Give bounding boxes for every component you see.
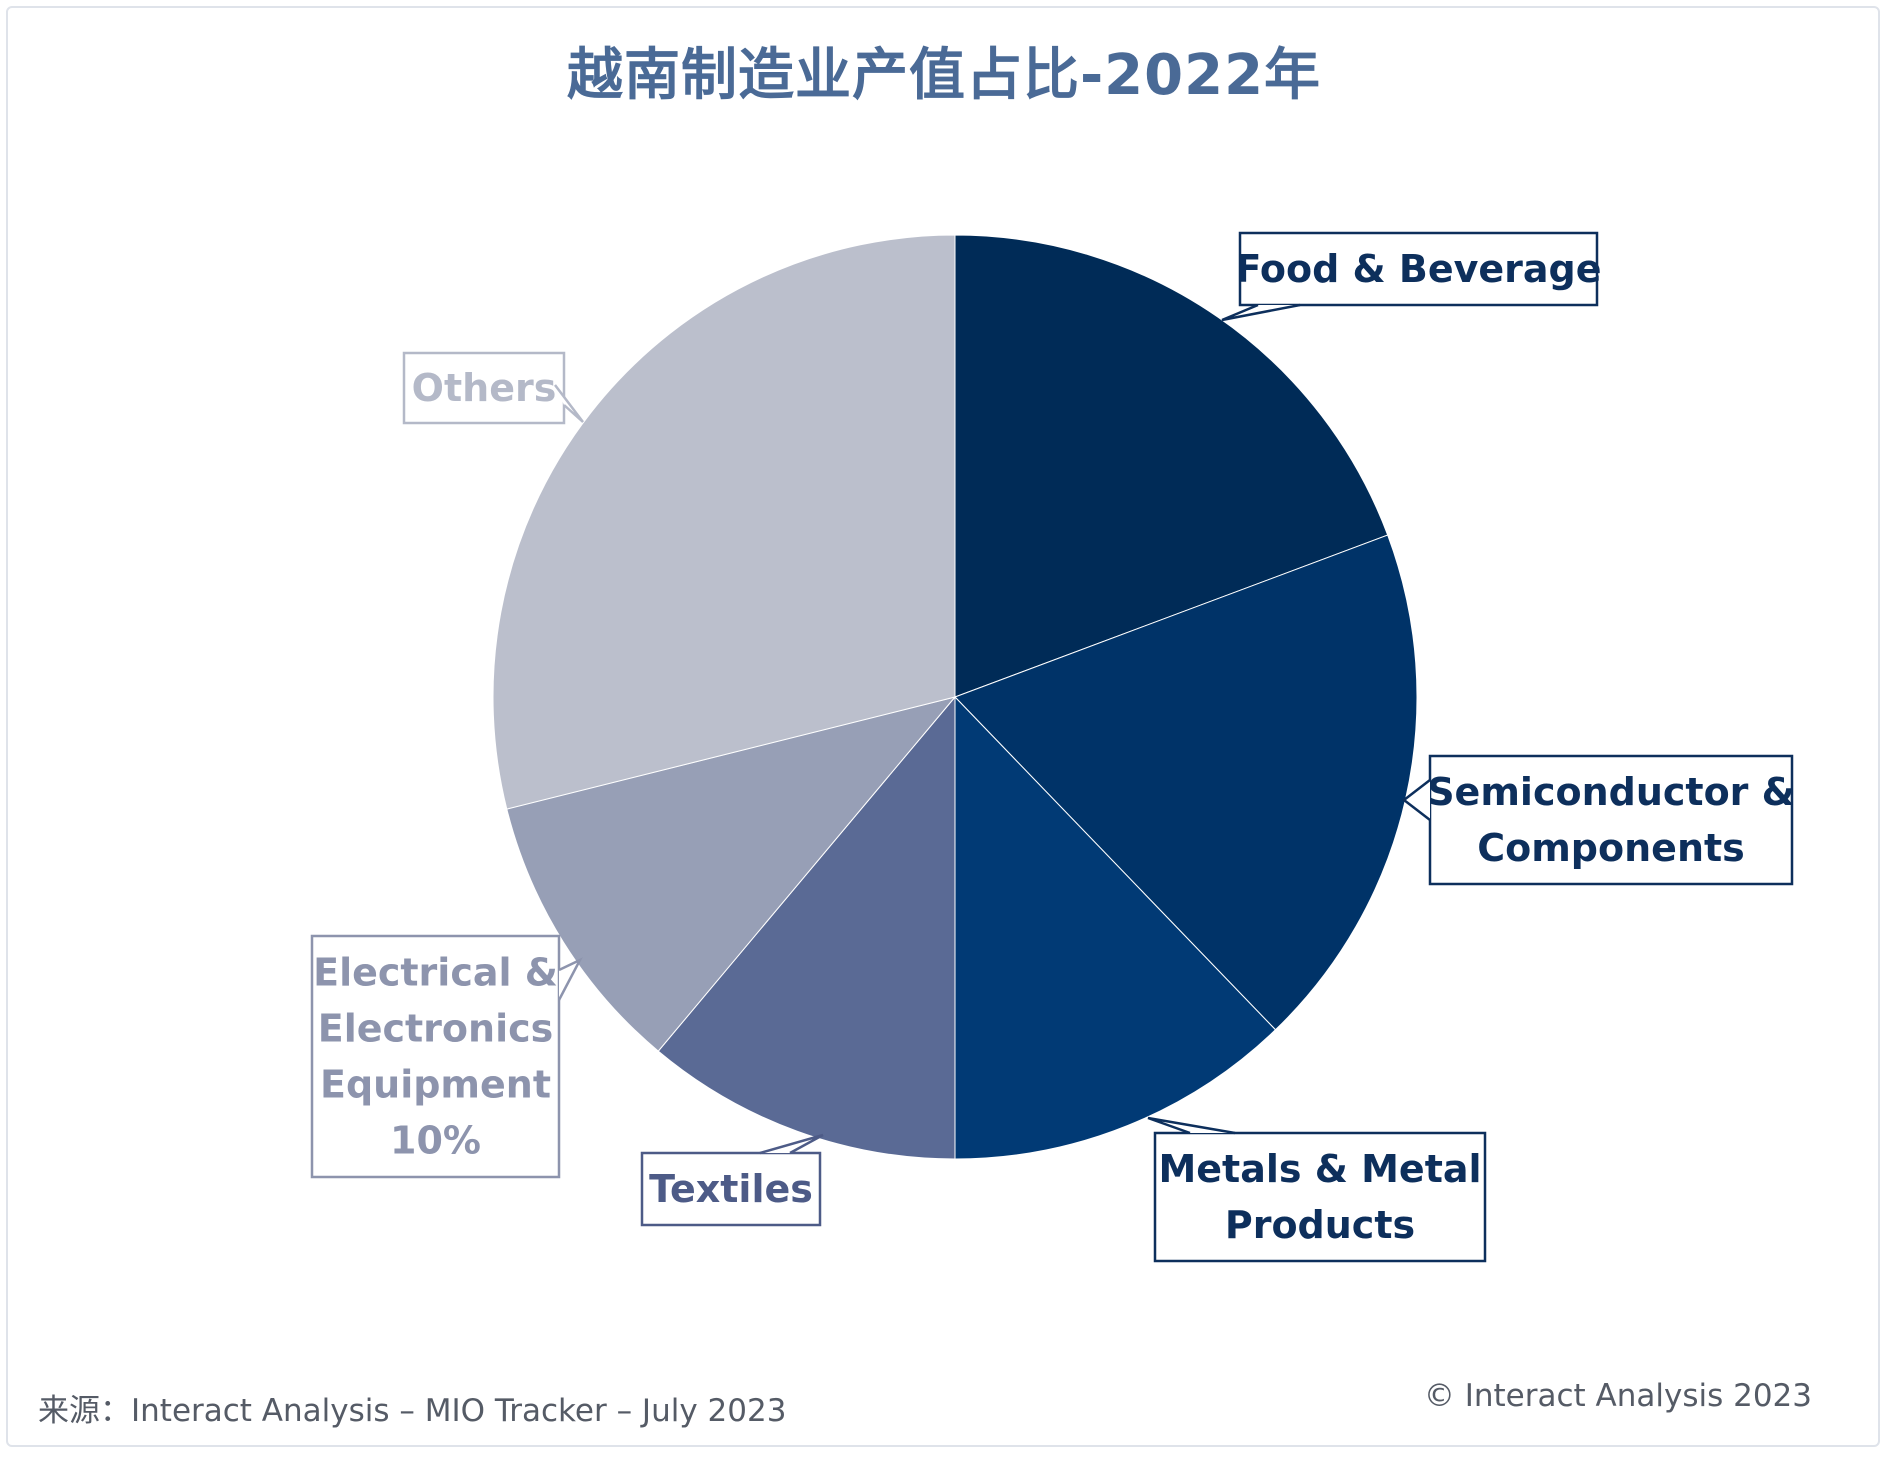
callout-box-4 [310,934,561,1179]
callout-pointer-0 [1221,303,1301,322]
callout-pointer-5 [554,384,584,423]
callout-box-5 [402,351,566,425]
copyright-note: © Interact Analysis 2023 [1423,1378,1812,1414]
slice-label-2-line-0: Metals & Metal [1158,1147,1481,1191]
callout-pointer-4 [557,957,583,1001]
callout-pointer-3 [759,1133,824,1155]
slice-label-2-line-1: Products [1225,1203,1415,1247]
source-note: 来源：Interact Analysis – MIO Tracker – Jul… [38,1393,787,1429]
slice-label-4-line-3: 10% [390,1119,481,1163]
callout-box-0 [1238,231,1599,307]
slice-label-1-line-1: Components [1477,826,1745,870]
slice-label-0-line-0: Food & Beverage [1235,247,1601,291]
callout-box-3 [640,1151,822,1227]
pie-slice-3 [657,695,956,1160]
pie-callouts: Food & Beverage Semiconductor & Components… [310,231,1795,1263]
callout-box-2 [1153,1131,1487,1263]
callout-pointer-2 [1147,1116,1236,1135]
slice-label-4-line-0: Electrical & [313,951,558,995]
slice-label-3-line-0: Textiles [649,1167,813,1211]
slice-label-4-line-2: Equipment [320,1063,551,1107]
slice-label-1-line-0: Semiconductor & [1427,770,1795,814]
pie-slice-0 [954,234,1389,698]
pie-slice-4 [506,696,957,1052]
pie-slice-2 [954,695,1277,1160]
slice-label-5-line-0: Others [412,366,557,410]
pie-slice-5 [492,234,956,810]
slice-label-4-line-1: Electronics [318,1007,554,1051]
chart-title: 越南制造业产值占比-2022年 [566,43,1322,108]
callout-pointer-1 [1401,779,1431,821]
pie-slices [492,234,1418,1160]
